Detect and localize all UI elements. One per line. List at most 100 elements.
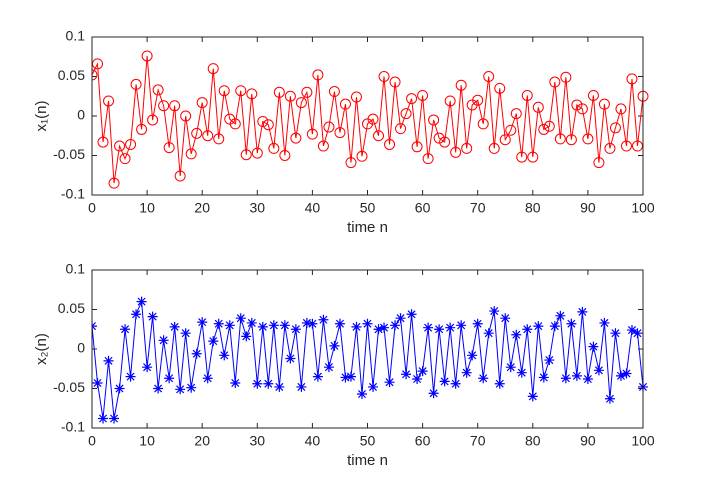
marker [632, 328, 643, 339]
marker [511, 329, 522, 340]
marker [312, 371, 323, 382]
marker [532, 101, 544, 113]
marker [582, 133, 594, 145]
marker [141, 50, 153, 62]
marker [317, 140, 329, 152]
marker [268, 142, 280, 154]
marker [125, 138, 137, 150]
marker [527, 151, 539, 163]
marker [103, 355, 114, 366]
marker [445, 322, 456, 333]
x-tick-label: 100 [631, 433, 655, 449]
marker [521, 89, 533, 101]
marker [279, 320, 290, 331]
x-tick-label: 0 [88, 200, 96, 216]
y-tick-label: 0 [77, 340, 85, 356]
marker [522, 324, 533, 335]
marker [136, 296, 147, 307]
marker [295, 97, 307, 109]
x-tick-label: 20 [194, 200, 210, 216]
marker [235, 85, 247, 97]
marker [389, 76, 401, 88]
x-tick-label: 30 [250, 433, 266, 449]
marker [565, 134, 577, 146]
marker [328, 86, 340, 98]
marker [191, 348, 202, 359]
marker [577, 306, 588, 317]
marker [478, 373, 489, 384]
marker [224, 320, 235, 331]
marker [621, 368, 632, 379]
y-tick-label: 0 [77, 107, 85, 123]
marker [428, 114, 440, 126]
marker [406, 309, 417, 320]
marker [434, 324, 445, 335]
marker [103, 95, 115, 107]
x-tick-label: 20 [194, 433, 210, 449]
marker [351, 321, 362, 332]
marker [345, 157, 357, 169]
marker [598, 98, 610, 110]
marker [263, 378, 274, 389]
y-axis-label: x₁(n) [33, 101, 50, 132]
marker [230, 377, 241, 388]
marker [560, 373, 571, 384]
marker [400, 108, 412, 120]
marker [500, 313, 511, 324]
marker [444, 95, 456, 107]
marker [505, 124, 517, 136]
x-axis-label: time n [347, 219, 388, 236]
marker [257, 321, 268, 332]
marker [318, 314, 329, 325]
marker [367, 113, 379, 125]
marker [384, 377, 395, 388]
marker [439, 136, 451, 148]
marker [285, 353, 296, 364]
y-tick-label: -0.05 [53, 146, 85, 162]
marker [533, 321, 544, 332]
marker [417, 89, 429, 101]
marker [125, 371, 136, 382]
x-tick-label: 70 [470, 200, 486, 216]
marker [422, 153, 434, 165]
marker [417, 366, 428, 377]
marker [290, 132, 302, 144]
marker [213, 318, 224, 329]
marker [186, 382, 197, 393]
marker [246, 317, 257, 328]
axes-box [91, 36, 644, 196]
marker [461, 142, 473, 154]
marker [92, 58, 104, 70]
marker [119, 153, 131, 165]
marker [306, 128, 318, 140]
marker [582, 374, 593, 385]
marker [229, 118, 241, 130]
marker [257, 116, 269, 128]
y-axis-label: x₂(n) [33, 333, 50, 365]
marker [207, 63, 219, 75]
marker [401, 369, 412, 380]
marker [196, 97, 208, 109]
marker [604, 142, 616, 154]
marker [175, 384, 186, 395]
marker [395, 123, 407, 135]
y-tick-label: -0.05 [53, 379, 85, 395]
marker [390, 320, 401, 331]
marker [147, 311, 158, 322]
marker [213, 133, 225, 145]
marker [218, 85, 230, 97]
x-tick-label: 60 [415, 200, 431, 216]
marker [461, 367, 472, 378]
plot-content [92, 296, 648, 424]
marker [262, 119, 274, 131]
marker [599, 317, 610, 328]
x-tick-label: 40 [305, 200, 321, 216]
plot-area [92, 37, 643, 195]
y-tick-label: 0.05 [58, 300, 85, 316]
x-axis-label: time n [347, 452, 388, 469]
marker [114, 140, 126, 152]
marker [494, 82, 506, 94]
marker [609, 122, 621, 134]
marker [268, 320, 279, 331]
marker [202, 130, 214, 142]
